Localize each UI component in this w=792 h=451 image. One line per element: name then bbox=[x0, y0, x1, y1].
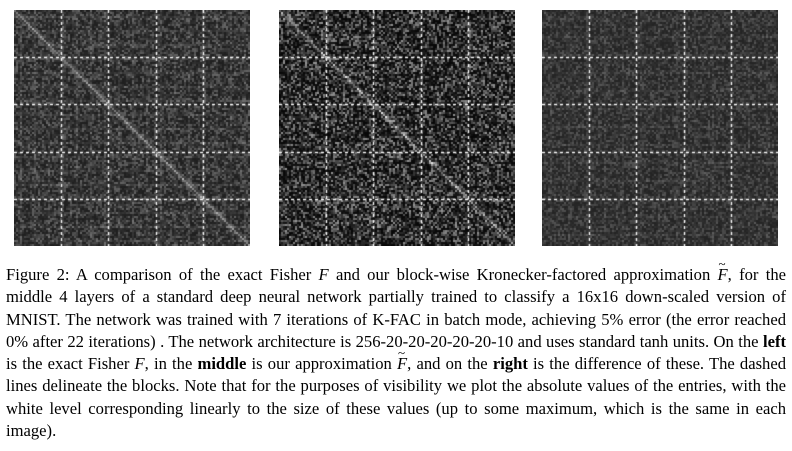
figure-label: Figure 2: bbox=[6, 265, 70, 284]
figure-panels bbox=[0, 10, 792, 246]
bold-left: left bbox=[762, 331, 786, 351]
figure-caption: Figure 2: A comparison of the exact Fish… bbox=[6, 253, 786, 442]
fisher-approx-symbol: F bbox=[397, 342, 407, 375]
fisher-symbol: F bbox=[318, 265, 329, 284]
exact-fisher-matrix-image bbox=[14, 10, 250, 246]
difference-matrix-image bbox=[542, 10, 778, 246]
fisher-symbol: F bbox=[134, 354, 145, 374]
approximate-fisher-matrix-image bbox=[279, 10, 515, 246]
fisher-approx-symbol: F bbox=[718, 253, 728, 286]
bold-right: right bbox=[492, 354, 528, 374]
bold-middle: middle bbox=[197, 354, 247, 374]
